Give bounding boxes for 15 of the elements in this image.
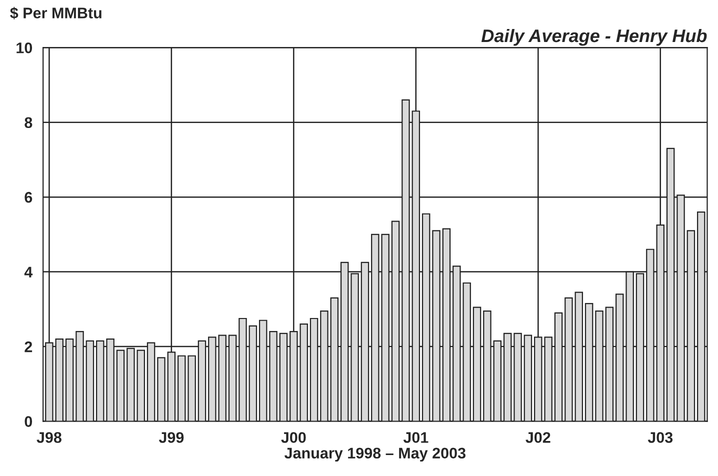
y-tick-label: 2 [24, 341, 32, 352]
x-tick-label: J99 [158, 432, 184, 443]
y-axis-title: $ Per MMBtu [10, 6, 102, 20]
y-tick-label: 10 [16, 42, 32, 54]
x-tick-label: J02 [526, 432, 550, 443]
x-tick-label: J00 [281, 432, 306, 443]
x-axis-title: January 1998 – May 2003 [284, 448, 466, 462]
x-tick-label: J98 [36, 432, 62, 443]
chart-title: Daily Average - Henry Hub [481, 28, 707, 46]
y-tick-label: 0 [24, 416, 32, 427]
x-tick-label: J03 [648, 432, 673, 443]
y-tick-label: 4 [24, 266, 33, 278]
x-tick-label: J01 [403, 432, 428, 443]
y-tick-label: 8 [24, 117, 32, 128]
y-tick-label: 6 [24, 192, 32, 203]
